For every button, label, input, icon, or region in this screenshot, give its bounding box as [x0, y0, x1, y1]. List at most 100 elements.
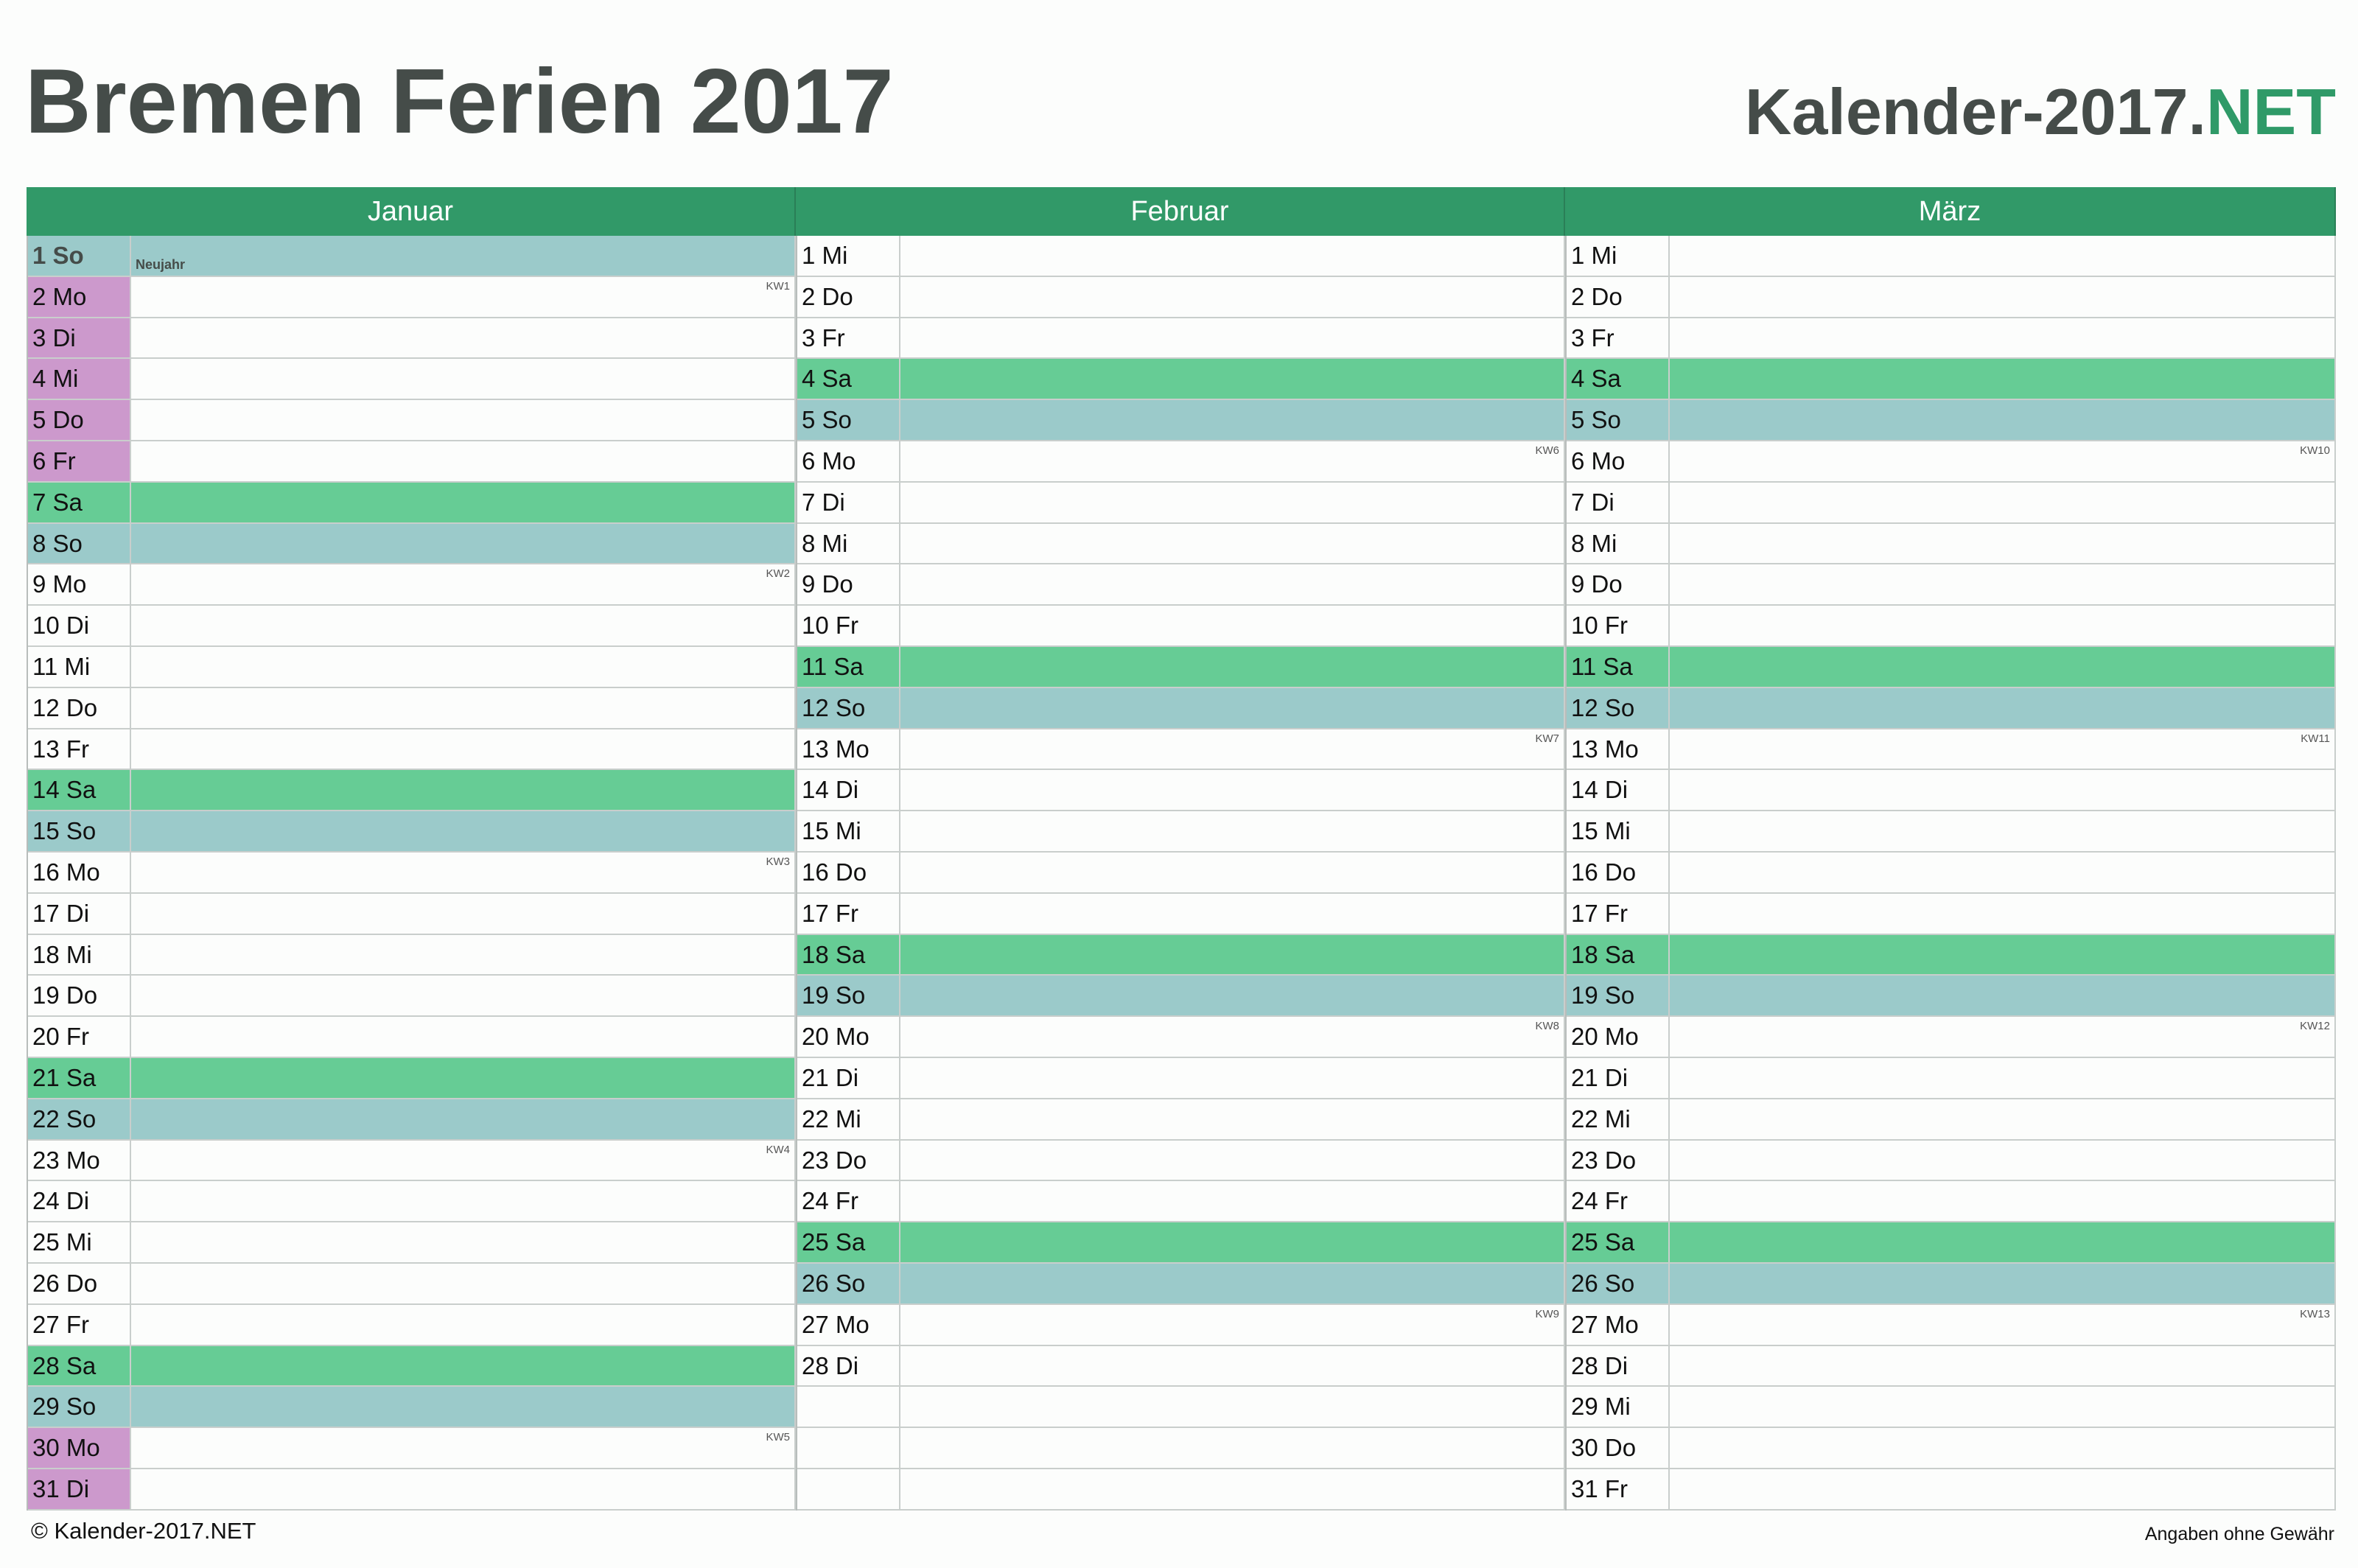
calendar-day-row: 22 Mi — [1567, 1099, 2336, 1141]
calendar-day-row: 17 Di — [28, 893, 796, 935]
week-number: KW13 — [2300, 1307, 2330, 1320]
calendar-day-row: 30 Do — [1567, 1428, 2336, 1469]
calendar-day-row: 31 Fr — [1567, 1469, 2336, 1511]
calendar-day-row: 4 Sa — [797, 359, 1565, 401]
day-entry-area — [900, 564, 1565, 605]
calendar-day-row: 16 Do — [1567, 852, 2336, 894]
day-label: 5 Do — [28, 400, 131, 440]
calendar-day-row: 24 Di — [28, 1181, 796, 1223]
calendar-day-row: 13 Mo KW11 — [1567, 729, 2336, 771]
day-entry-area — [1670, 893, 2336, 934]
day-entry-area — [1670, 359, 2336, 399]
month-rows-maerz: 1 Mi 2 Do 3 Fr 4 Sa 5 So 6 Mo KW10 7 Di 8 Mi 9 Do… — [1565, 236, 2336, 1511]
day-entry-area — [1670, 482, 2336, 522]
day-entry-area — [900, 1387, 1565, 1427]
day-entry-area — [900, 1140, 1565, 1180]
day-label: 27 Mo — [1567, 1304, 1670, 1345]
day-label: 2 Do — [1567, 276, 1670, 317]
day-label: 26 So — [1567, 1263, 1670, 1303]
day-label: 6 Mo — [797, 441, 900, 481]
day-entry-area: KW3 — [131, 852, 796, 892]
day-entry-area: KW6 — [900, 441, 1565, 481]
day-entry-area — [131, 606, 796, 645]
day-entry-area — [1670, 1099, 2336, 1139]
day-label: 17 Fr — [797, 893, 900, 934]
day-entry-area — [131, 687, 796, 728]
calendar-day-row: 20 Mo KW12 — [1567, 1017, 2336, 1058]
day-entry-area — [900, 1263, 1565, 1303]
calendar-day-row: 11 Mi — [28, 646, 796, 688]
day-entry-area — [900, 482, 1565, 522]
day-entry-area: KW5 — [131, 1428, 796, 1468]
calendar-day-row: 8 Mi — [797, 523, 1565, 565]
day-label: 12 Do — [28, 687, 131, 728]
day-label: 20 Fr — [28, 1017, 131, 1057]
day-label: 23 Mo — [28, 1140, 131, 1180]
calendar-day-row: 11 Sa — [797, 646, 1565, 688]
day-label: 12 So — [1567, 687, 1670, 728]
day-label: 8 Mi — [797, 523, 900, 564]
calendar-day-row: 24 Fr — [1567, 1181, 2336, 1223]
day-label: 13 Mo — [797, 729, 900, 769]
day-entry-area — [1670, 236, 2336, 276]
calendar-day-row: 10 Di — [28, 606, 796, 647]
day-entry-area — [900, 1181, 1565, 1222]
day-label: 11 Mi — [28, 646, 131, 687]
calendar-day-row: 12 So — [797, 687, 1565, 729]
day-entry-area: KW10 — [1670, 441, 2336, 481]
calendar-day-row: 7 Sa — [28, 482, 796, 524]
calendar-day-row: 10 Fr — [1567, 606, 2336, 647]
day-entry-area — [1670, 976, 2336, 1016]
calendar-day-row: 20 Mo KW8 — [797, 1017, 1565, 1058]
day-entry-area — [131, 893, 796, 934]
week-number: KW4 — [766, 1143, 790, 1156]
calendar-day-row: 30 Mo KW5 — [28, 1428, 796, 1469]
day-label: 17 Fr — [1567, 893, 1670, 934]
day-label: 4 Sa — [797, 359, 900, 399]
day-entry-area — [131, 1017, 796, 1057]
day-entry-area — [1670, 1222, 2336, 1262]
calendar-day-row: 21 Di — [1567, 1057, 2336, 1099]
day-label: 9 Do — [797, 564, 900, 605]
day-entry-area: KW11 — [1670, 729, 2336, 769]
calendar-day-row: 7 Di — [1567, 482, 2336, 524]
day-entry-area — [131, 1057, 796, 1098]
calendar-day-row: 26 So — [1567, 1263, 2336, 1305]
calendar-day-row — [797, 1428, 1565, 1469]
calendar-day-row: 13 Fr — [28, 729, 796, 771]
day-label: 16 Mo — [28, 852, 131, 892]
day-entry-area — [1670, 606, 2336, 645]
day-label: 5 So — [1567, 400, 1670, 440]
day-label: 30 Mo — [28, 1428, 131, 1468]
day-label: 5 So — [797, 400, 900, 440]
day-label: 7 Di — [797, 482, 900, 522]
week-number: KW12 — [2300, 1020, 2330, 1033]
day-label: 20 Mo — [1567, 1017, 1670, 1057]
day-label: 6 Fr — [28, 441, 131, 481]
calendar-day-row: 27 Mo KW13 — [1567, 1304, 2336, 1346]
day-entry-area — [900, 646, 1565, 687]
day-entry-area — [900, 893, 1565, 934]
day-entry-area: KW4 — [131, 1140, 796, 1180]
day-label: 16 Do — [1567, 852, 1670, 892]
day-label: 15 Mi — [1567, 811, 1670, 851]
calendar-day-row: 26 Do — [28, 1263, 796, 1305]
disclaimer-text: Angaben ohne Gewähr — [2144, 1524, 2334, 1544]
day-label: 25 Sa — [1567, 1222, 1670, 1262]
day-entry-area — [131, 811, 796, 851]
day-label: 18 Sa — [1567, 934, 1670, 975]
day-entry-area — [131, 1304, 796, 1345]
day-label: 11 Sa — [1567, 646, 1670, 687]
day-entry-area — [1670, 1140, 2336, 1180]
day-entry-area — [900, 687, 1565, 728]
day-entry-area — [1670, 852, 2336, 892]
day-entry-area — [900, 276, 1565, 317]
day-entry-area — [900, 400, 1565, 440]
calendar-day-row: 22 So — [28, 1099, 796, 1141]
day-label: 26 Do — [28, 1263, 131, 1303]
brand-logo[interactable]: Kalender-2017.NET — [1745, 80, 2336, 144]
day-label: 31 Di — [28, 1469, 131, 1509]
day-label: 21 Di — [797, 1057, 900, 1098]
day-entry-area — [1670, 400, 2336, 440]
month-header-maerz: März — [1565, 187, 2336, 236]
